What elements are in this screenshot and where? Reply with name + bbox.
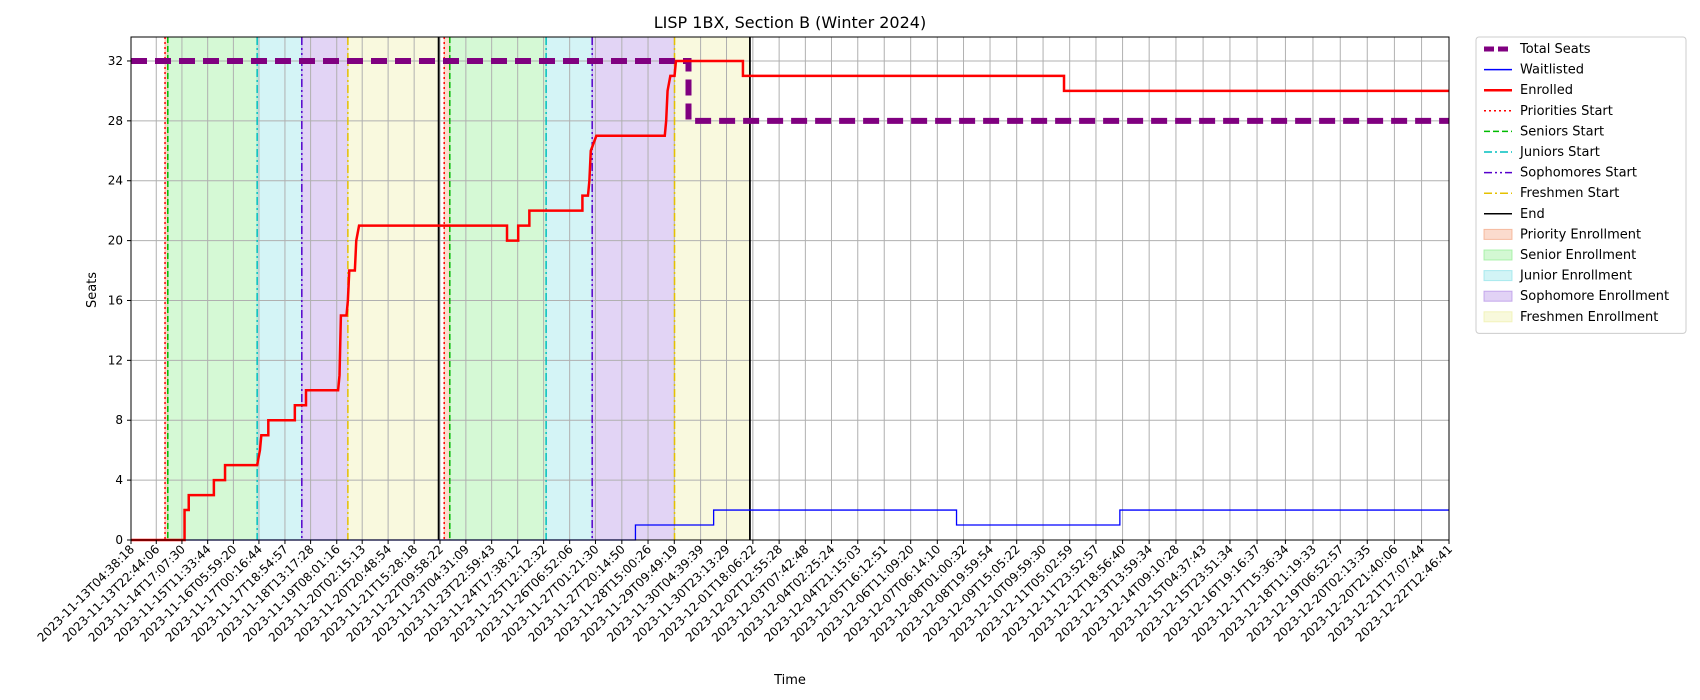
region-junior-enrollment-2 xyxy=(545,36,593,541)
series-line-enrolled xyxy=(131,59,1449,542)
legend-label-seniors-start: Seniors Start xyxy=(1520,124,1604,139)
legend-label-sophomores-start: Sophomores Start xyxy=(1520,166,1637,181)
legend-swatch-sophomore-enrollment xyxy=(1483,290,1513,302)
y-tick-label-32: 32 xyxy=(108,54,123,68)
y-tick-label-28: 28 xyxy=(108,114,123,128)
region-sophomore-enrollment-2 xyxy=(591,36,676,541)
legend-label-juniors-start: Juniors Start xyxy=(1519,145,1600,160)
region-senior-enrollment-2 xyxy=(449,36,547,541)
y-tick-label-12: 12 xyxy=(108,353,123,367)
x-axis-ticks: 2023-11-13T04:38:182023-11-13T22:44:0620… xyxy=(35,540,1455,645)
legend-label-sophomore-enrollment: Sophomore Enrollment xyxy=(1520,289,1669,304)
legend-label-senior-enrollment: Senior Enrollment xyxy=(1520,248,1636,263)
y-tick-label-20: 20 xyxy=(108,234,123,248)
region-junior-enrollment-1 xyxy=(256,36,303,541)
legend-label-freshmen-start: Freshmen Start xyxy=(1520,186,1619,201)
legend-swatch-freshmen-enrollment xyxy=(1483,311,1513,323)
series-line-total-seats xyxy=(131,57,1449,124)
x-axis-label: Time xyxy=(773,673,806,688)
chart-title: LISP 1BX, Section B (Winter 2024) xyxy=(654,13,926,32)
legend-label-freshmen-enrollment: Freshmen Enrollment xyxy=(1520,310,1658,325)
y-axis-ticks: 0 4 8 12 16 20 24 28 32 xyxy=(108,54,131,547)
y-tick-label-8: 8 xyxy=(115,413,123,427)
legend-label-end: End xyxy=(1520,207,1545,222)
y-tick-label-0: 0 xyxy=(115,533,123,547)
y-axis-label: Seats xyxy=(85,272,100,308)
legend-box xyxy=(1475,36,1687,334)
legend-label-waitlisted: Waitlisted xyxy=(1520,63,1584,78)
data-series xyxy=(131,57,1449,542)
plot-frame xyxy=(130,36,1450,541)
y-tick-label-4: 4 xyxy=(115,473,123,487)
legend-label-junior-enrollment: Junior Enrollment xyxy=(1519,269,1632,284)
legend-label-enrolled: Enrolled xyxy=(1520,83,1573,98)
legend-label-priorities-start: Priorities Start xyxy=(1520,104,1613,119)
series-line-waitlisted xyxy=(131,509,1449,541)
y-tick-label-16: 16 xyxy=(108,293,123,307)
legend-swatch-junior-enrollment xyxy=(1483,270,1513,282)
region-sophomore-enrollment-1 xyxy=(301,36,349,541)
legend: Total Seats Waitlisted Enrolled Priorities … xyxy=(1475,36,1687,334)
legend-label-total-seats: Total Seats xyxy=(1519,42,1591,57)
region-freshmen-enrollment-1 xyxy=(347,36,440,541)
y-tick-label-24: 24 xyxy=(108,174,123,188)
legend-swatch-priority-enrollment xyxy=(1483,228,1513,240)
legend-label-priority-enrollment: Priority Enrollment xyxy=(1520,227,1641,242)
phase-start-lines xyxy=(164,37,751,540)
legend-swatch-senior-enrollment xyxy=(1483,249,1513,261)
region-priority-enrollment-2 xyxy=(443,36,451,541)
